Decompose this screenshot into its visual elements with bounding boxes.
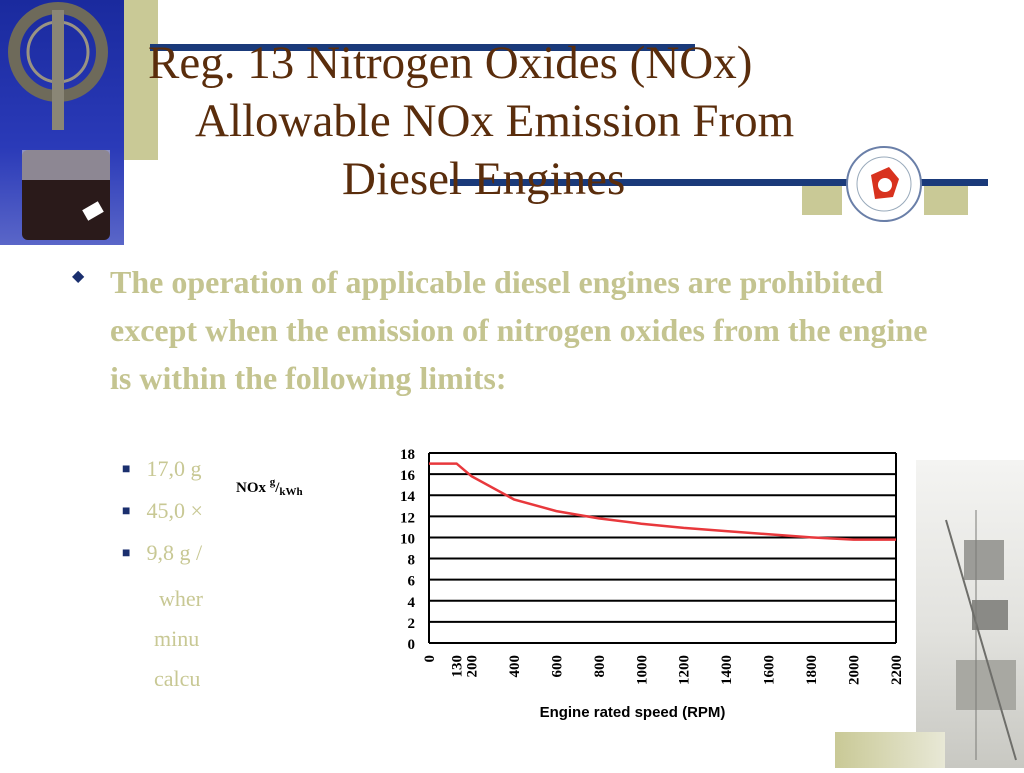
sub-bullet-1-text: 17,0 g	[146, 456, 201, 481]
continuation-line-3: calcu	[154, 666, 200, 692]
slide-title: Reg. 13 Nitrogen Oxides (NOx) Allowable …	[140, 34, 940, 208]
main-bullet: ◆ The operation of applicable diesel eng…	[72, 258, 942, 402]
x-tick-label: 130	[450, 655, 466, 678]
x-tick-label: 1000	[634, 655, 650, 685]
title-line-1: Reg. 13 Nitrogen Oxides (NOx)	[140, 34, 940, 92]
sub-bullet-1: ■ 17,0 g	[122, 456, 201, 482]
y-tick-label: 16	[400, 468, 416, 484]
y-axis-label: NOx g/kWh	[236, 476, 303, 498]
y-tick-label: 0	[408, 637, 416, 653]
square-bullet-icon: ■	[122, 462, 130, 477]
x-tick-label: 1200	[677, 655, 693, 685]
x-tick-label: 0	[422, 655, 438, 663]
ship-deck-photo	[916, 460, 1024, 768]
continuation-line-1: wher	[159, 586, 203, 612]
y-tick-label: 14	[400, 489, 416, 505]
x-tick-label: 1600	[762, 655, 778, 685]
x-tick-label: 1400	[719, 655, 735, 685]
flange-apparatus-photo	[0, 0, 124, 245]
title-line-2: Allowable NOx Emission From	[140, 92, 940, 150]
sub-bullet-3: ■ 9,8 g /	[122, 540, 202, 566]
title-line-3: Diesel Engines	[140, 150, 940, 208]
y-tick-label: 10	[400, 531, 415, 547]
y-tick-label: 2	[408, 616, 416, 632]
continuation-line-2: minu	[154, 626, 199, 652]
sub-bullet-2: ■ 45,0 ×	[122, 498, 203, 524]
diamond-bullet-icon: ◆	[72, 266, 84, 286]
sub-bullet-3-text: 9,8 g /	[146, 540, 202, 565]
main-bullet-text: The operation of applicable diesel engin…	[110, 258, 942, 402]
y-tick-label: 18	[400, 447, 415, 463]
x-tick-label: 600	[549, 655, 565, 678]
x-tick-label: 800	[592, 655, 608, 678]
x-tick-label: 400	[507, 655, 523, 678]
x-axis-label: Engine rated speed (RPM)	[540, 704, 726, 721]
tan-block-bottom-right	[835, 732, 945, 768]
x-tick-label: 2200	[889, 655, 905, 685]
sub-bullet-2-text: 45,0 ×	[146, 498, 202, 523]
y-tick-label: 4	[408, 595, 416, 611]
y-tick-label: 6	[408, 574, 416, 590]
square-bullet-icon: ■	[122, 504, 130, 519]
x-tick-label: 200	[464, 655, 480, 678]
square-bullet-icon: ■	[122, 546, 130, 561]
x-tick-label: 2000	[847, 655, 863, 685]
y-tick-label: 8	[408, 553, 416, 569]
x-tick-label: 1800	[804, 655, 820, 685]
y-tick-label: 12	[400, 510, 415, 526]
